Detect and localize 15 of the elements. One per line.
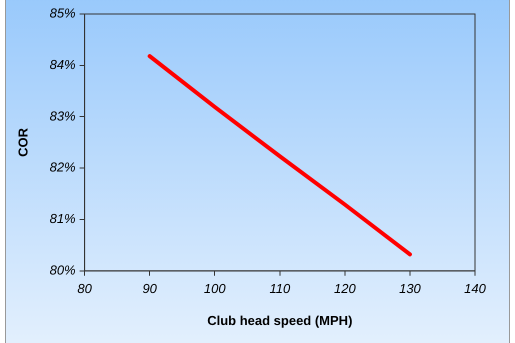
x-tick-label: 100	[204, 281, 226, 296]
x-tick-label: 120	[334, 281, 356, 296]
y-tick-label: 82%	[50, 160, 76, 175]
x-tick-label: 110	[269, 281, 291, 296]
x-axis-title: Club head speed (MPH)	[207, 312, 352, 328]
y-tick-label: 85%	[50, 6, 76, 21]
x-tick-label: 140	[464, 281, 487, 296]
x-tick-label: 90	[142, 281, 158, 296]
y-tick-label: 84%	[50, 56, 76, 72]
y-tick-label: 83%	[50, 108, 76, 124]
y-axis-title: COR	[15, 127, 30, 157]
y-tick-label: 80%	[50, 262, 76, 278]
x-tick-label: 130	[399, 281, 422, 296]
x-tick-label: 80	[77, 281, 93, 296]
y-tick-label: 81%	[50, 211, 76, 226]
